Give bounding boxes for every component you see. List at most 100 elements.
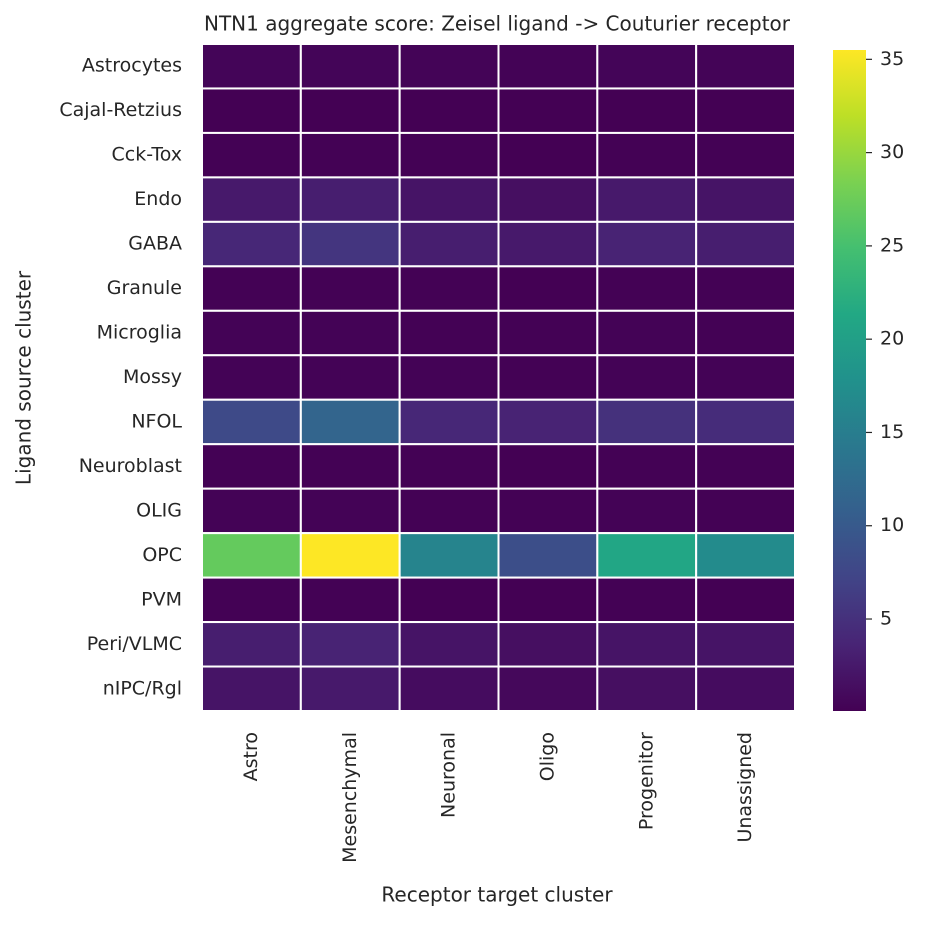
heatmap-cell (596, 443, 698, 490)
heatmap-cell (596, 398, 698, 446)
heatmap-cell (695, 532, 797, 579)
colorbar-tick-label: 20 (880, 328, 904, 350)
y-tick-label: OPC (142, 544, 182, 566)
heatmap-cell (201, 532, 302, 579)
colorbar-tick-label: 10 (880, 514, 904, 536)
heatmap-cell (596, 665, 698, 712)
heatmap-cell (201, 398, 302, 446)
heatmap-cell (201, 87, 302, 134)
heatmap-cell (497, 487, 599, 535)
heatmap-cell (596, 487, 698, 535)
heatmap-cell (695, 176, 797, 223)
y-tick-label: nIPC/Rgl (103, 677, 182, 699)
heatmap-cell (695, 131, 797, 179)
heatmap-cell (398, 665, 500, 712)
y-tick-label: NFOL (131, 410, 182, 432)
heatmap-cell (497, 176, 599, 223)
heatmap-cell (201, 354, 302, 401)
x-tick-label: Mesenchymal (339, 732, 361, 863)
chart-title: NTN1 aggregate score: Zeisel ligand -> C… (204, 12, 791, 36)
heatmap-cell (398, 576, 500, 624)
heatmap-cell (398, 309, 500, 357)
heatmap-cell (596, 176, 698, 223)
heatmap-cell (596, 43, 698, 90)
heatmap-cell (398, 532, 500, 579)
x-tick-label: Astro (240, 732, 262, 781)
heatmap-cell (398, 265, 500, 312)
heatmap-cell (497, 131, 599, 179)
heatmap-cell (695, 576, 797, 624)
heatmap-cell (201, 265, 302, 312)
y-tick-label: GABA (128, 233, 182, 255)
y-tick-label: Peri/VLMC (87, 633, 182, 655)
heatmap-cell (497, 621, 599, 668)
heatmap-cell (596, 532, 698, 579)
y-tick-label: Granule (107, 277, 182, 299)
heatmap-cell (497, 265, 599, 312)
heatmap-cell (596, 87, 698, 134)
heatmap-cell (497, 220, 599, 268)
heatmap-cell (299, 621, 401, 668)
y-tick-label: Neuroblast (79, 455, 182, 477)
heatmap-cell (398, 220, 500, 268)
x-tick-label: Unassigned (734, 732, 756, 843)
heatmap-cell (299, 43, 401, 90)
y-tick-label: Microglia (97, 322, 182, 344)
heatmap-cell (201, 487, 302, 535)
heatmap-cell (596, 131, 698, 179)
heatmap-cell (299, 309, 401, 357)
heatmap-cell (201, 309, 302, 357)
y-tick-label: Mossy (123, 366, 182, 388)
heatmap-cell (596, 354, 698, 401)
heatmap-cell (497, 443, 599, 490)
heatmap-cell (299, 265, 401, 312)
colorbar-tick-label: 25 (880, 234, 904, 256)
heatmap-cell (201, 621, 302, 668)
heatmap-cell (398, 487, 500, 535)
heatmap-cell (398, 87, 500, 134)
heatmap-cell (596, 309, 698, 357)
heatmap-cell (497, 576, 599, 624)
heatmap-cell (201, 220, 302, 268)
heatmap-cell (398, 43, 500, 90)
heatmap-cell (497, 532, 599, 579)
heatmap-cell (299, 87, 401, 134)
heatmap-cell (695, 665, 797, 712)
heatmap-cell (398, 176, 500, 223)
heatmap-cell (299, 176, 401, 223)
heatmap-cell (695, 265, 797, 312)
heatmap-cell (497, 43, 599, 90)
colorbar (833, 50, 866, 711)
heatmap-cell (497, 354, 599, 401)
heatmap-cell (201, 665, 302, 712)
heatmap-cell (299, 487, 401, 535)
heatmap-cell (596, 265, 698, 312)
heatmap-cell (497, 665, 599, 712)
heatmap-cell (596, 220, 698, 268)
heatmap-cell (299, 398, 401, 446)
heatmap-cell (398, 131, 500, 179)
y-tick-label: Cajal-Retzius (59, 99, 182, 121)
colorbar-tick-label: 30 (880, 141, 904, 163)
y-tick-label: PVM (141, 588, 182, 610)
heatmap-cell (299, 665, 401, 712)
heatmap-cell (497, 398, 599, 446)
heatmap-cell (299, 354, 401, 401)
x-tick-label: Progenitor (635, 732, 657, 830)
x-axis-label: Receptor target cluster (381, 883, 613, 907)
colorbar-tick-label: 5 (880, 608, 892, 630)
heatmap-cell (695, 354, 797, 401)
y-tick-label: Endo (134, 188, 182, 210)
heatmap-cell (201, 43, 302, 90)
heatmap-cell (299, 443, 401, 490)
heatmap-cell (695, 398, 797, 446)
heatmap-cell (695, 43, 797, 90)
heatmap-cell (299, 131, 401, 179)
heatmap-cell (497, 309, 599, 357)
heatmap-cell (497, 87, 599, 134)
colorbar-tick-label: 35 (880, 48, 904, 70)
y-axis-label: Ligand source cluster (12, 270, 36, 485)
heatmap-cell (695, 220, 797, 268)
heatmap-cell (201, 176, 302, 223)
